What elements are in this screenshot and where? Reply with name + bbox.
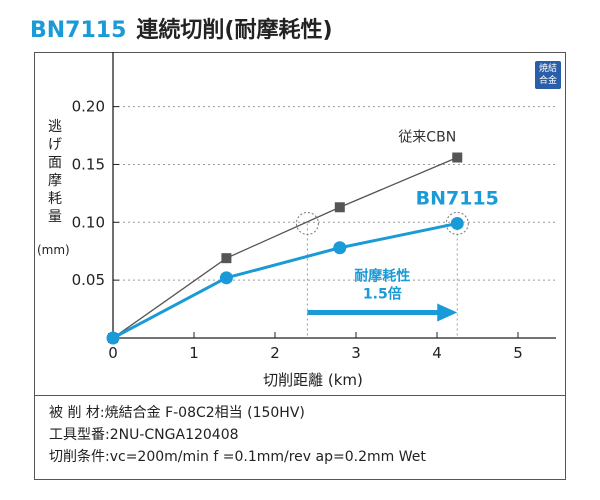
series-label-conventional: 従来CBN xyxy=(398,130,456,146)
y-tick-label: 0.05 xyxy=(72,271,105,289)
chart-frame xyxy=(34,52,566,396)
sintered-alloy-badge: 焼結 合金 xyxy=(535,61,561,89)
improvement-label-line2: 1.5倍 xyxy=(363,286,402,303)
data-point-square xyxy=(334,202,345,213)
data-point-square xyxy=(221,253,232,264)
y-axis-char: 逃 xyxy=(48,119,62,135)
condition-cutting: 切削条件:vc=200m/min f =0.1mm/rev ap=0.2mm W… xyxy=(49,449,426,465)
title-model: BN7115 xyxy=(30,18,127,43)
series-label-bn7115: BN7115 xyxy=(416,187,499,209)
y-tick-label: 0.10 xyxy=(72,213,105,231)
data-point-circle xyxy=(450,216,464,230)
series-line xyxy=(112,156,458,339)
improvement-label-line1: 耐摩耗性 xyxy=(354,268,410,285)
condition-workpiece: 被 削 材:焼結合金 F-08C2相当 (150HV) xyxy=(49,405,305,421)
condition-tool: 工具型番:2NU-CNGA120408 xyxy=(49,427,239,443)
x-tick-label: 4 xyxy=(432,344,442,362)
badge-line2: 合金 xyxy=(538,76,557,86)
badge-line1: 焼結 xyxy=(538,64,557,74)
y-axis-char: 面 xyxy=(48,155,62,171)
x-tick-label: 1 xyxy=(189,344,199,362)
highlight-circle xyxy=(445,211,469,235)
y-axis-unit: (mm) xyxy=(37,243,70,257)
data-point-circle xyxy=(219,271,233,285)
data-point-circle xyxy=(106,331,120,345)
y-axis-char: げ xyxy=(48,137,62,153)
highlight-circle xyxy=(295,211,319,235)
data-point-square xyxy=(452,152,463,163)
y-tick-label: 0.20 xyxy=(72,98,105,116)
chart-title: BN7115 連続切削(耐摩耗性) xyxy=(30,12,333,44)
y-axis-char: 耗 xyxy=(48,191,62,207)
series-line xyxy=(112,221,458,340)
test-conditions: 被 削 材:焼結合金 F-08C2相当 (150HV) 工具型番:2NU-CNG… xyxy=(34,396,566,480)
x-tick-label: 5 xyxy=(513,344,523,362)
x-tick-label: 2 xyxy=(270,344,280,362)
y-tick-label: 0.15 xyxy=(72,155,105,173)
y-axis-label: 逃 げ 面 摩 耗 量 xyxy=(46,118,64,226)
y-axis-char: 摩 xyxy=(48,173,62,189)
x-tick-label: 3 xyxy=(351,344,361,362)
y-axis-char: 量 xyxy=(48,209,62,225)
data-point-circle xyxy=(333,241,347,255)
x-tick-label: 0 xyxy=(108,344,118,362)
improvement-arrow-head xyxy=(437,303,458,322)
x-axis-label: 切削距離 (km) xyxy=(263,371,363,389)
title-subtitle: 連続切削(耐摩耗性) xyxy=(136,18,333,43)
